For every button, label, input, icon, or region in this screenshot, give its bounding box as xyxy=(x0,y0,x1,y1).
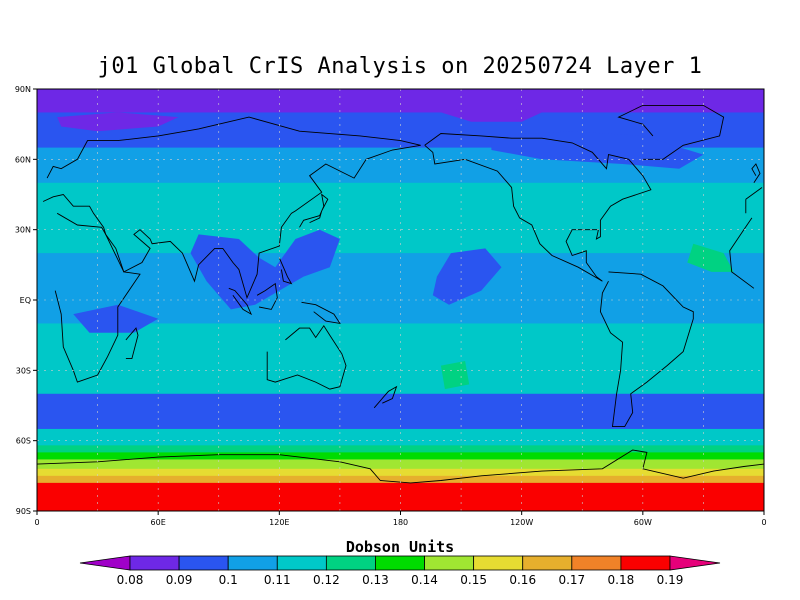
graticule xyxy=(37,89,764,511)
colorbar: Dobson Units 0.08 0.09 0.1 0.11 0.12 0.13 0.14 0… xyxy=(79,538,721,587)
field-anomaly-3 xyxy=(687,243,734,272)
colorbar-swatch xyxy=(473,555,524,571)
colorbar-level-label: 0.11 xyxy=(264,573,291,587)
lat-tick-label: 30S xyxy=(16,366,31,375)
field-anomaly-1 xyxy=(432,248,502,305)
lat-tick-label: 90S xyxy=(16,507,31,516)
colorbar-level-label: 0.09 xyxy=(166,573,193,587)
coastline-sumatra xyxy=(228,287,253,316)
coastline-south-america xyxy=(599,271,694,428)
colorbar-swatch xyxy=(276,555,327,571)
colorbar-level-label: 0.12 xyxy=(313,573,340,587)
lon-tick-label: 60E xyxy=(151,518,166,527)
lon-tick-label: 180 xyxy=(393,518,408,527)
colorbar-level-label: 0.16 xyxy=(509,573,536,587)
colorbar-swatch xyxy=(129,555,180,571)
colorbar-level-label: 0.18 xyxy=(608,573,635,587)
coastlines xyxy=(37,104,764,484)
colorbar-level-label: 0.08 xyxy=(117,573,144,587)
chart-title: j01 Global CrIS Analysis on 20250724 Lay… xyxy=(97,54,703,79)
lon-tick-label: 0 xyxy=(761,518,766,527)
coastline-japan xyxy=(299,193,329,228)
coastline-greenland xyxy=(617,104,725,160)
field-anomaly-2 xyxy=(73,304,159,333)
lat-tick-label: 30N xyxy=(15,226,31,235)
lon-tick-label: 120E xyxy=(269,518,289,527)
lat-band-8 xyxy=(37,445,764,453)
lat-tick-label: 60N xyxy=(15,155,31,164)
field-anomaly-6 xyxy=(57,112,179,132)
lon-tick-label: 0 xyxy=(34,518,39,527)
colorbar-swatch xyxy=(325,555,376,571)
field-anomaly-4 xyxy=(440,361,470,390)
coastline-north-america xyxy=(424,133,652,282)
coastline-philippines xyxy=(278,257,293,285)
coastline-madagascar xyxy=(125,327,139,360)
colorbar-swatch xyxy=(375,555,425,571)
colorbar-title: Dobson Units xyxy=(346,538,454,556)
lat-band-11 xyxy=(37,468,764,477)
coastline-uk xyxy=(751,163,761,184)
field-anomaly-0 xyxy=(190,229,340,310)
colorbar-level-label: 0.1 xyxy=(219,573,238,587)
coastline-eurasia xyxy=(42,116,763,300)
colorbar-level-label: 0.17 xyxy=(558,573,585,587)
lat-tick-label: 60S xyxy=(16,437,31,446)
coastline-australia xyxy=(266,324,347,390)
colorbar-arrow-high xyxy=(669,555,721,571)
coastline-africa xyxy=(54,212,755,383)
lat-band-13 xyxy=(37,482,764,511)
coastline-new-guinea xyxy=(301,301,341,325)
colorbar-swatch xyxy=(227,555,278,571)
colorbar-level-label: 0.14 xyxy=(411,573,438,587)
colorbar-swatch xyxy=(178,555,229,571)
colorbar-arrow-low xyxy=(79,555,131,571)
colorbar-level-label: 0.13 xyxy=(362,573,389,587)
lon-tick-label: 120W xyxy=(510,518,533,527)
colorbar-swatch xyxy=(522,555,573,571)
lat-tick-label: EQ xyxy=(20,296,31,305)
lat-tick-label: 90N xyxy=(15,85,31,94)
field-anomaly-7 xyxy=(440,107,542,122)
coastline-new-zealand xyxy=(373,385,398,409)
coastline-borneo xyxy=(256,282,278,310)
coastline-antarctica xyxy=(37,449,764,484)
colorbar-swatch xyxy=(620,555,671,571)
lat-band-0 xyxy=(37,89,764,113)
lat-band-9 xyxy=(37,452,764,460)
lon-tick-label: 60W xyxy=(634,518,652,527)
lat-band-10 xyxy=(37,459,764,470)
colorbar-swatch xyxy=(571,555,622,571)
colorbar-level-label: 0.19 xyxy=(657,573,684,587)
colorbar-level-label: 0.15 xyxy=(460,573,487,587)
lat-band-7 xyxy=(37,428,764,446)
lat-band-3 xyxy=(37,182,764,254)
colorbar-swatch xyxy=(424,555,475,571)
lat-band-12 xyxy=(37,475,764,484)
